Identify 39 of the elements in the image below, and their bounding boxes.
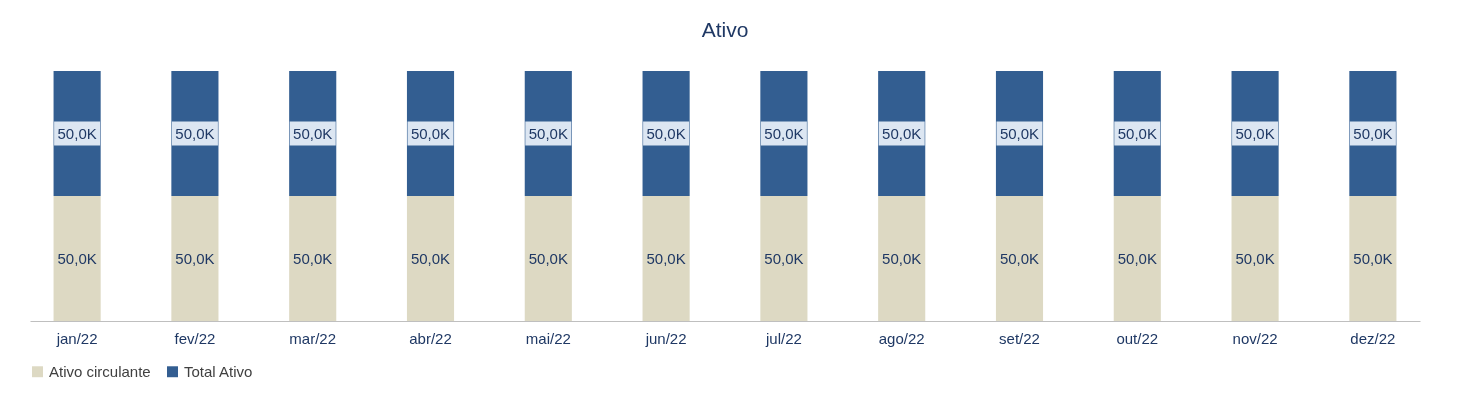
legend-label: Total Ativo [184, 362, 253, 380]
data-label: 50,0K [293, 124, 333, 142]
data-label: 50,0K [1353, 249, 1393, 267]
x-tick-label: fev/22 [174, 329, 216, 347]
data-label: 50,0K [1117, 124, 1157, 142]
x-tick-label: jul/22 [764, 329, 802, 347]
data-label: 50,0K [175, 124, 215, 142]
x-tick-label: dez/22 [1350, 329, 1396, 347]
x-tick-label: jan/22 [55, 329, 98, 347]
data-label: 50,0K [410, 124, 451, 142]
data-label: 50,0K [175, 249, 215, 267]
legend-label: Ativo circulante [49, 362, 151, 380]
data-label: 50,0K [410, 249, 451, 267]
x-tick-label: out/22 [1116, 329, 1159, 347]
data-label: 50,0K [1353, 124, 1393, 142]
data-label: 50,0K [57, 249, 97, 267]
data-label: 50,0K [646, 249, 686, 267]
data-label: 50,0K [999, 124, 1040, 142]
data-label: 50,0K [646, 124, 686, 142]
data-label: 50,0K [999, 249, 1040, 267]
data-label: 50,0K [1235, 249, 1275, 267]
x-tick-label: jun/22 [644, 329, 687, 347]
data-label: 50,0K [764, 124, 804, 142]
x-tick-label: set/22 [999, 329, 1040, 347]
chart-title: Ativo [701, 18, 749, 41]
x-tick-label: abr/22 [409, 329, 452, 347]
data-label: 50,0K [1117, 249, 1157, 267]
data-label: 50,0K [764, 249, 804, 267]
x-tick-label: mar/22 [289, 329, 337, 347]
data-label: 50,0K [882, 249, 922, 267]
x-tick-label: nov/22 [1232, 329, 1278, 347]
data-label: 50,0K [528, 249, 568, 267]
data-label: 50,0K [293, 249, 333, 267]
data-label: 50,0K [1235, 124, 1275, 142]
data-label: 50,0K [528, 124, 568, 142]
data-label: 50,0K [57, 124, 97, 142]
data-label: 50,0K [882, 124, 922, 142]
x-tick-label: mai/22 [525, 329, 571, 347]
x-tick-label: ago/22 [878, 329, 925, 347]
